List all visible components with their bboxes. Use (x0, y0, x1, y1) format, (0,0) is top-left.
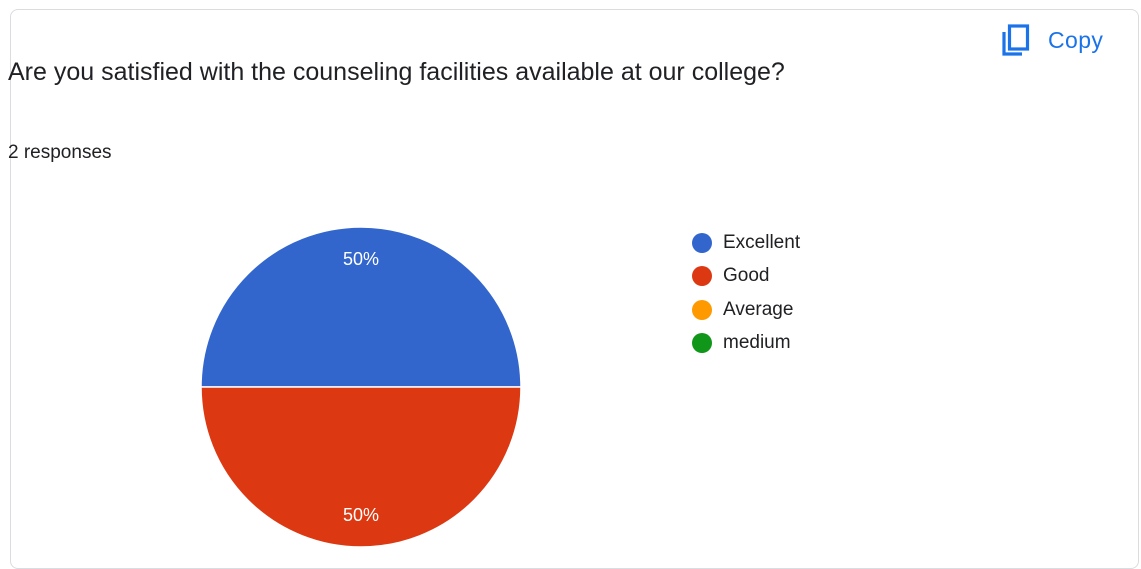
legend-swatch (692, 333, 712, 354)
response-count: 2 responses (8, 142, 112, 163)
legend-swatch (692, 266, 712, 287)
pie-slice-excellent (200, 226, 522, 388)
legend-label: Good (723, 265, 770, 287)
copy-button[interactable]: Copy (990, 18, 1130, 62)
legend-item-good: Good (692, 260, 800, 294)
legend-swatch (692, 299, 712, 320)
slice-percent-label: 50% (343, 249, 379, 269)
legend-item-excellent: Excellent (692, 226, 800, 260)
legend-label: Average (723, 298, 794, 320)
question-title: Are you satisfied with the counseling fa… (8, 58, 785, 86)
legend-item-average: Average (692, 293, 800, 327)
pie-slice-good (200, 386, 522, 548)
response-summary-card (10, 9, 1139, 569)
slice-percent-label: 50% (343, 505, 379, 525)
legend-item-medium: medium (692, 327, 800, 361)
chart-legend: Excellent Good Average medium (692, 226, 800, 360)
copy-button-label: Copy (1048, 26, 1104, 53)
legend-swatch (692, 232, 712, 253)
legend-label: Excellent (723, 231, 801, 253)
legend-label: medium (723, 332, 791, 354)
copy-icon (998, 23, 1032, 57)
